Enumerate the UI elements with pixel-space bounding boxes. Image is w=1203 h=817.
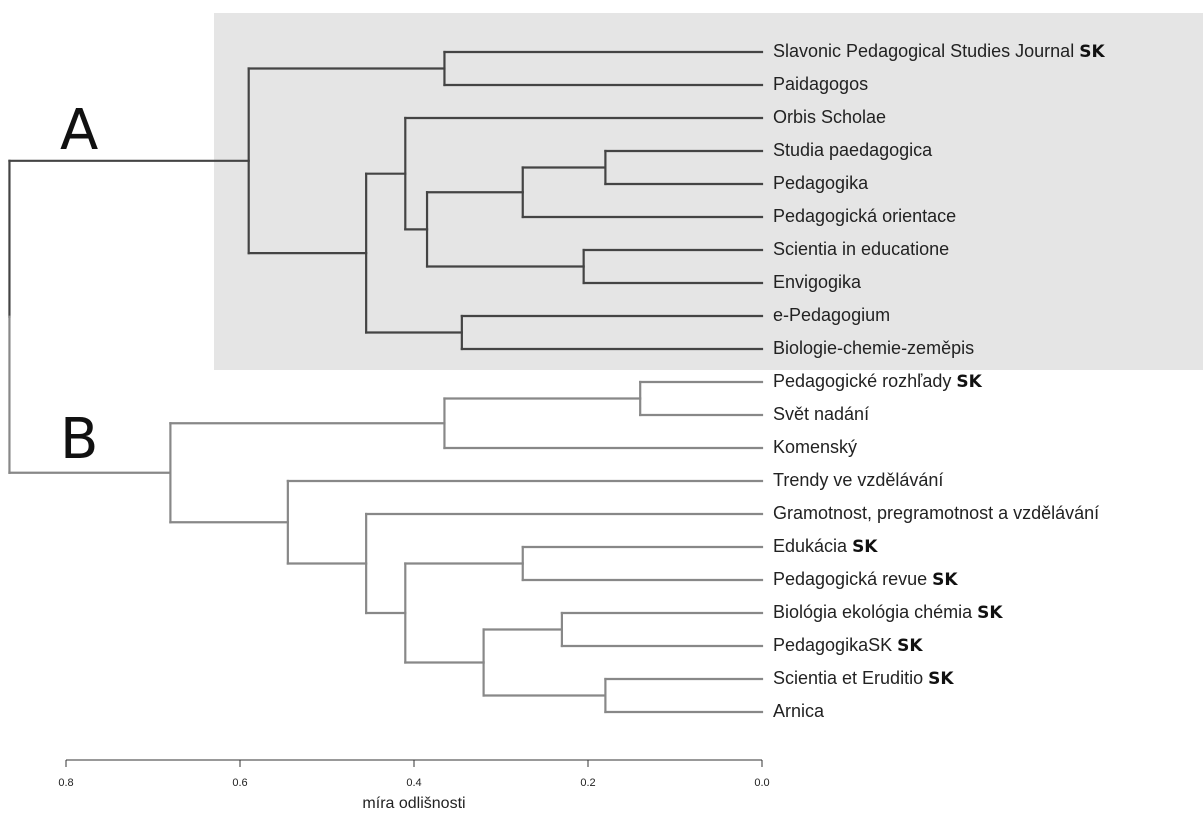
x-axis-tick-label: 0.0 — [754, 777, 769, 789]
x-axis — [66, 760, 762, 767]
x-axis-tick-label: 0.2 — [580, 777, 595, 789]
x-axis-title: míra odlišnosti — [362, 795, 465, 813]
cluster-label-a: A — [60, 101, 98, 161]
x-axis-tick-label: 0.6 — [232, 777, 247, 789]
cluster-label-b: B — [60, 410, 98, 470]
x-axis-tick-label: 0.8 — [58, 777, 73, 789]
x-axis-tick-label: 0.4 — [406, 777, 421, 789]
